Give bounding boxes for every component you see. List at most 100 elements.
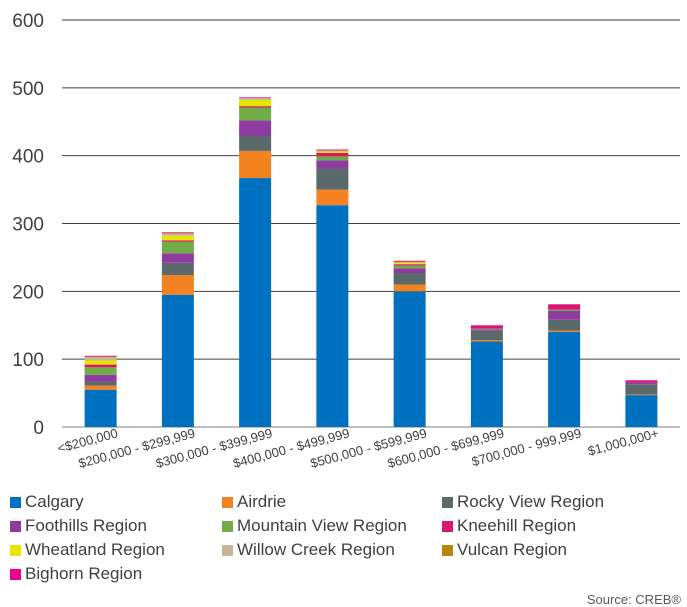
bar-segment bbox=[393, 291, 426, 427]
bar-segment bbox=[625, 380, 658, 383]
bar-segment bbox=[393, 261, 426, 263]
bar-segment bbox=[393, 262, 426, 265]
legend-item: Willow Creek Region bbox=[222, 540, 395, 560]
legend-item: Airdrie bbox=[222, 492, 286, 512]
bar-segment bbox=[239, 120, 272, 136]
y-tick-label: 400 bbox=[12, 147, 44, 168]
bar-segment bbox=[84, 364, 117, 368]
y-axis-ticks: 0 100 200 300 400 500 600 bbox=[12, 11, 44, 439]
bar-segment bbox=[239, 98, 272, 101]
bar-segment bbox=[316, 189, 349, 206]
bar-segment bbox=[470, 325, 503, 326]
legend-label: Kneehill Region bbox=[457, 516, 577, 535]
legend-label: Bighorn Region bbox=[25, 564, 143, 583]
bar-segment bbox=[470, 328, 503, 330]
legend-item: Calgary bbox=[10, 492, 84, 512]
bar-segment bbox=[161, 253, 194, 263]
bar-segment bbox=[239, 150, 272, 179]
bar-segment bbox=[84, 356, 117, 358]
bar-segment bbox=[161, 233, 194, 236]
legend-item: Kneehill Region bbox=[442, 516, 576, 536]
legend-swatch bbox=[442, 496, 453, 508]
y-tick-label: 300 bbox=[12, 215, 44, 236]
legend-item: Rocky View Region bbox=[442, 492, 604, 512]
legend-item: Wheatland Region bbox=[10, 540, 165, 560]
bar-segment bbox=[625, 380, 658, 381]
bar-segment bbox=[161, 241, 194, 254]
bar-segment bbox=[84, 367, 117, 375]
bar-segment bbox=[470, 330, 503, 341]
legend-swatch bbox=[10, 520, 21, 532]
bar-segment bbox=[625, 395, 658, 427]
bar-segment bbox=[239, 100, 272, 107]
legend-item: Bighorn Region bbox=[10, 564, 142, 584]
y-tick-label: 100 bbox=[12, 350, 44, 371]
stacked-bar-chart: 0 100 200 300 400 500 600 <$200,000$200,000 - … bbox=[12, 11, 680, 471]
x-tick-label: $1,000,000+ bbox=[586, 425, 660, 458]
legend-label: Rocky View Region bbox=[457, 492, 605, 511]
bar-segment bbox=[548, 311, 581, 320]
bar-segment bbox=[548, 304, 581, 310]
bar-segment bbox=[393, 264, 426, 266]
bar-segment bbox=[84, 374, 117, 382]
bar-segment bbox=[470, 325, 503, 329]
legend-swatch bbox=[10, 544, 21, 556]
bar-segment bbox=[239, 107, 272, 121]
bar-segment bbox=[548, 332, 581, 427]
bar-segment bbox=[393, 262, 426, 263]
legend-label: Wheatland Region bbox=[25, 540, 165, 559]
bar-segment bbox=[84, 385, 117, 390]
legend-label: Foothills Region bbox=[25, 516, 147, 535]
bar-segment bbox=[316, 151, 349, 153]
legend-swatch bbox=[222, 544, 233, 556]
bar-segment bbox=[84, 355, 117, 357]
bar-segment bbox=[548, 304, 581, 305]
legend-item: Foothills Region bbox=[10, 516, 147, 536]
legend-swatch bbox=[222, 520, 233, 532]
legend-swatch bbox=[222, 496, 233, 508]
bar-segment bbox=[470, 329, 503, 331]
bar-segment bbox=[625, 384, 658, 395]
bar-segment bbox=[548, 319, 581, 331]
bar-segment bbox=[470, 341, 503, 427]
y-tick-label: 500 bbox=[12, 79, 44, 100]
bar-segment bbox=[84, 360, 117, 365]
bar-segment bbox=[316, 152, 349, 157]
source-note: Source: CREB® bbox=[586, 592, 681, 607]
bar-segment bbox=[161, 232, 194, 233]
y-tick-label: 600 bbox=[12, 11, 44, 32]
bar-segment bbox=[84, 389, 117, 427]
bar-segment bbox=[84, 381, 117, 386]
bars bbox=[84, 97, 658, 427]
bar-segment bbox=[316, 149, 349, 151]
bar-segment bbox=[161, 232, 194, 234]
bar-segment bbox=[239, 178, 272, 427]
bar-segment bbox=[393, 273, 426, 285]
bar-segment bbox=[239, 106, 272, 108]
bar-segment bbox=[393, 268, 426, 274]
bar-segment bbox=[316, 150, 349, 151]
legend-swatch bbox=[10, 568, 21, 580]
bar-segment bbox=[316, 205, 349, 427]
legend-swatch bbox=[442, 544, 453, 556]
bar-segment bbox=[161, 235, 194, 241]
legend-swatch bbox=[442, 520, 453, 532]
bar-segment bbox=[316, 160, 349, 169]
bar-segment bbox=[161, 294, 194, 427]
y-tick-label: 200 bbox=[12, 282, 44, 303]
bar-segment bbox=[625, 382, 658, 385]
bar-segment bbox=[393, 265, 426, 269]
bar-segment bbox=[239, 135, 272, 151]
bar-segment bbox=[161, 275, 194, 295]
bar-segment bbox=[316, 168, 349, 190]
legend-swatch bbox=[10, 496, 21, 508]
legend-label: Airdrie bbox=[237, 492, 287, 511]
bar-segment bbox=[316, 150, 349, 152]
x-axis-ticks: <$200,000$200,000 - $299,999$300,000 - $… bbox=[56, 425, 660, 471]
bar-segment bbox=[393, 260, 426, 262]
legend-item: Vulcan Region bbox=[442, 540, 567, 560]
legend-label: Mountain View Region bbox=[237, 516, 407, 535]
bar-segment bbox=[239, 97, 272, 99]
bar-segment bbox=[84, 357, 117, 361]
bar-segment bbox=[161, 262, 194, 276]
